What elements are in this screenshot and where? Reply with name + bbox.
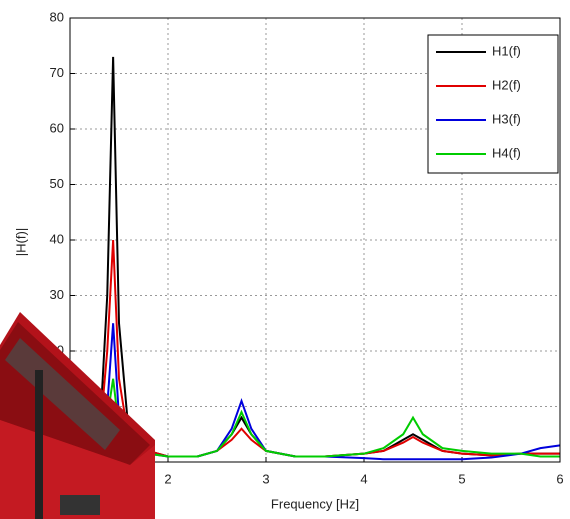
x-tick-label: 4 xyxy=(360,471,367,486)
legend-label: H3(f) xyxy=(492,111,521,126)
legend: H1(f) H2(f) H3(f) H4(f) xyxy=(427,34,559,174)
plot-area: 01020304050607080123456H1(f)H2(f)H3(f)H4… xyxy=(50,9,564,486)
x-axis-label: Frequency [Hz] xyxy=(271,496,359,511)
y-tick-label: 80 xyxy=(50,9,64,24)
y-tick-label: 40 xyxy=(50,231,64,246)
series-line xyxy=(70,239,560,458)
legend-box xyxy=(427,34,559,174)
x-tick-label: 2 xyxy=(164,471,171,486)
y-tick-label: 70 xyxy=(50,65,64,80)
series-line xyxy=(70,323,561,461)
y-tick-label: 50 xyxy=(50,176,64,191)
y-tick-label: 30 xyxy=(50,287,64,302)
legend-label: H2(f) xyxy=(492,77,521,92)
x-tick-label: 3 xyxy=(262,471,269,486)
y-tick-label: 60 xyxy=(50,120,64,135)
legend-label: H4(f) xyxy=(492,145,521,160)
y-axis-label: |H(f)| xyxy=(13,228,28,256)
plot-frame xyxy=(69,17,561,463)
x-tick-label: 5 xyxy=(458,471,465,486)
legend-label: H1(f) xyxy=(492,43,521,58)
device-photo xyxy=(0,312,155,519)
x-tick-label: 6 xyxy=(556,471,563,486)
